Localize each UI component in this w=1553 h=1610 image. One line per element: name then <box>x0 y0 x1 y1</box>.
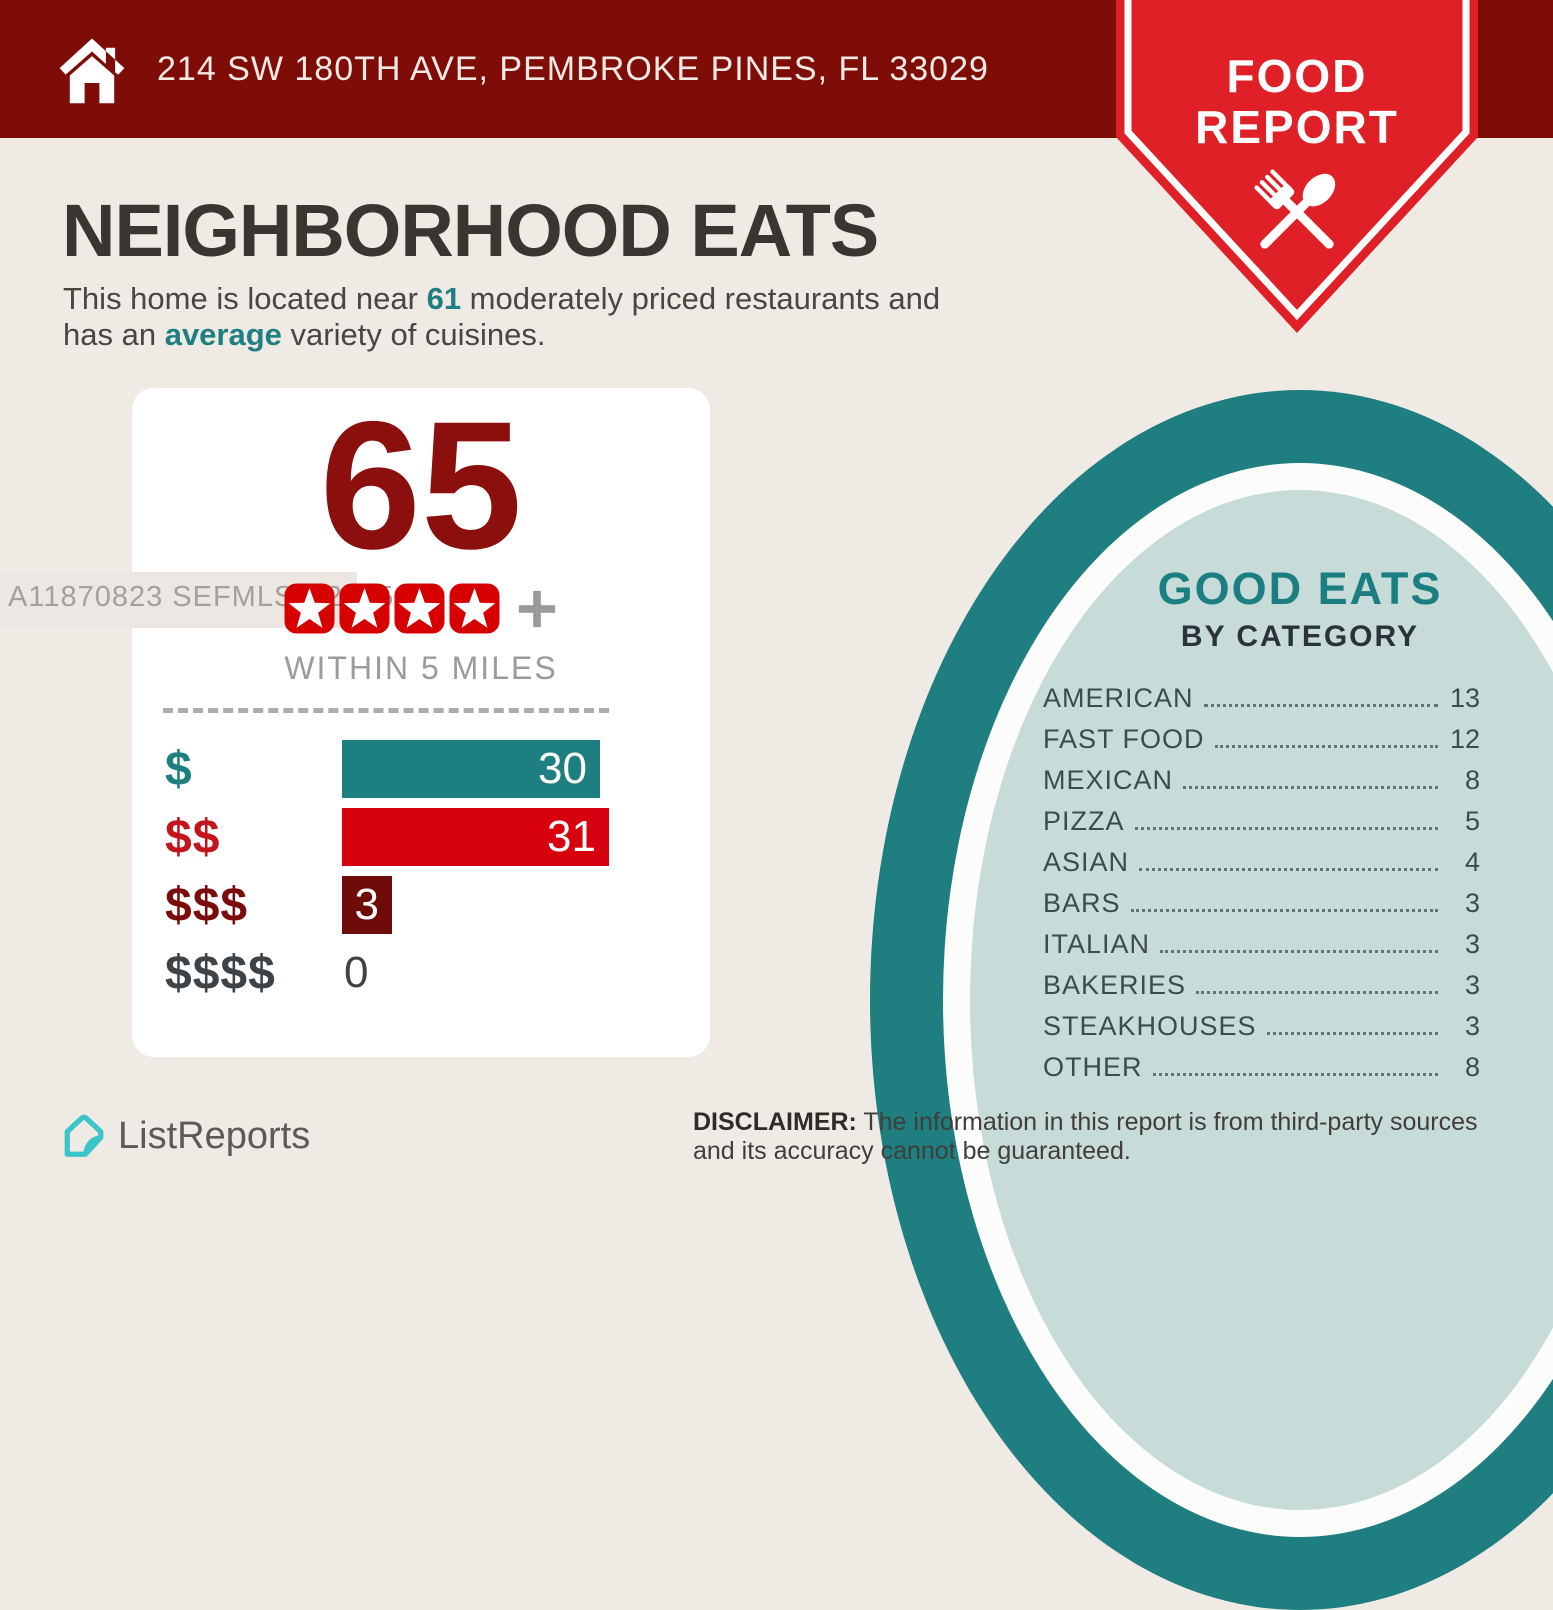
category-row: OTHER 8 <box>1043 1042 1480 1083</box>
restaurant-score: 65 <box>319 383 523 587</box>
dotted-leader <box>1214 744 1438 748</box>
category-row: AMERICAN 13 <box>1043 673 1480 714</box>
category-label: OTHER <box>1043 1052 1143 1082</box>
home-icon <box>59 38 125 104</box>
star-icon <box>284 583 335 634</box>
category-row: MEXICAN 8 <box>1043 755 1480 796</box>
dotted-leader <box>1183 785 1438 789</box>
category-value: 3 <box>1464 1011 1480 1041</box>
radius-label: WITHIN 5 MILES <box>284 650 558 686</box>
category-value: 8 <box>1464 1052 1480 1082</box>
category-value: 3 <box>1464 888 1480 918</box>
category-label: BAKERIES <box>1043 970 1187 1000</box>
price-level-label: $ <box>165 742 193 796</box>
dotted-leader <box>1134 826 1438 830</box>
price-level-bar-chart: $ 30 $$ 31 $$$ 3 $$$$ 0 <box>165 740 677 1012</box>
star-icon <box>339 583 390 634</box>
price-level-bar-area: 3 <box>342 876 677 934</box>
category-label: AMERICAN <box>1043 683 1194 713</box>
listreports-wordmark: ListReports <box>118 1115 311 1157</box>
category-value: 4 <box>1464 847 1480 877</box>
ribbon-line2: REPORT <box>1195 101 1399 153</box>
restaurant-score-card: 65 WITHIN 5 MILES $ 30 $$ 31 <box>132 388 710 1057</box>
category-label: ITALIAN <box>1043 929 1151 959</box>
page-subtitle: This home is located near 61 moderately … <box>63 281 1103 353</box>
price-level-row: $$$$ 0 <box>165 944 677 1002</box>
price-level-label: $$ <box>165 810 221 864</box>
category-row: STEAKHOUSES 3 <box>1043 1001 1480 1042</box>
star-icon <box>449 583 500 634</box>
category-value: 3 <box>1464 929 1480 959</box>
dotted-leader <box>1203 703 1438 707</box>
price-level-row: $$ 31 <box>165 808 677 866</box>
category-row: PIZZA 5 <box>1043 796 1480 837</box>
price-level-value: 3 <box>354 880 379 929</box>
ribbon-line1: FOOD <box>1227 50 1368 102</box>
good-eats-title: GOOD EATS <box>1157 563 1443 614</box>
listreports-logo: ListReports <box>62 1112 310 1161</box>
price-level-label: $$$$ <box>165 946 276 1000</box>
price-level-bar: 31 <box>342 808 609 866</box>
category-row: ASIAN 4 <box>1043 837 1480 878</box>
category-row: ITALIAN 3 <box>1043 919 1480 960</box>
category-label: FAST FOOD <box>1043 724 1205 754</box>
price-level-value: 30 <box>538 744 587 793</box>
dotted-leader <box>1196 990 1438 994</box>
dotted-leader <box>1139 867 1438 871</box>
disclaimer: DISCLAIMER: The information in this repo… <box>693 1108 1478 1165</box>
spoon-fork-icon <box>1254 169 1336 249</box>
category-label: STEAKHOUSES <box>1043 1011 1257 1041</box>
category-label: ASIAN <box>1043 847 1130 877</box>
dotted-leader <box>1266 1031 1438 1035</box>
price-level-row: $ 30 <box>165 740 677 798</box>
dotted-leader <box>1152 1072 1438 1076</box>
category-label: MEXICAN <box>1043 765 1174 795</box>
price-level-bar-area: 0 <box>342 944 677 1002</box>
category-list: AMERICAN 13 FAST FOOD 12 MEXICAN 8 PIZZA… <box>1043 673 1480 1083</box>
disclaimer-label: DISCLAIMER: <box>693 1108 857 1136</box>
divider-dashed <box>163 708 609 713</box>
category-value: 5 <box>1464 806 1480 836</box>
page-title: NEIGHBORHOOD EATS <box>62 189 879 272</box>
star-icon <box>394 583 445 634</box>
restaurant-count: 61 <box>426 281 462 316</box>
category-value: 12 <box>1449 724 1480 754</box>
subtitle-line2: has an average variety of cuisines. <box>63 317 546 352</box>
category-label: BARS <box>1043 888 1121 918</box>
category-value: 3 <box>1464 970 1480 1000</box>
price-level-bar-area: 31 <box>342 808 677 866</box>
star-rating <box>132 583 710 634</box>
variety-highlight: average <box>164 317 282 352</box>
category-value: 8 <box>1464 765 1480 795</box>
category-label: PIZZA <box>1043 806 1125 836</box>
price-level-value: 31 <box>547 812 596 861</box>
price-level-label: $$$ <box>165 878 249 932</box>
category-row: BARS 3 <box>1043 878 1480 919</box>
price-level-row: $$$ 3 <box>165 876 677 934</box>
category-row: BAKERIES 3 <box>1043 960 1480 1001</box>
price-level-zero-value: 0 <box>344 948 369 997</box>
good-eats-subtitle: BY CATEGORY <box>1180 620 1420 653</box>
food-report-ribbon: FOOD REPORT <box>1116 0 1478 333</box>
price-level-bar-area: 30 <box>342 740 677 798</box>
listreports-house-icon <box>64 1114 104 1157</box>
dotted-leader <box>1130 908 1438 912</box>
category-row: FAST FOOD 12 <box>1043 714 1480 755</box>
subtitle-line1: This home is located near 61 moderately … <box>63 281 941 316</box>
star-icons <box>284 583 500 634</box>
price-level-bar: 30 <box>342 740 600 798</box>
price-level-bar: 3 <box>342 876 392 934</box>
property-address: 214 SW 180TH AVE, PEMBROKE PINES, FL 330… <box>157 49 989 88</box>
dotted-leader <box>1160 949 1438 953</box>
plus-icon <box>518 590 556 627</box>
good-eats-header: GOOD EATS BY CATEGORY <box>970 563 1553 654</box>
category-value: 13 <box>1449 683 1480 713</box>
